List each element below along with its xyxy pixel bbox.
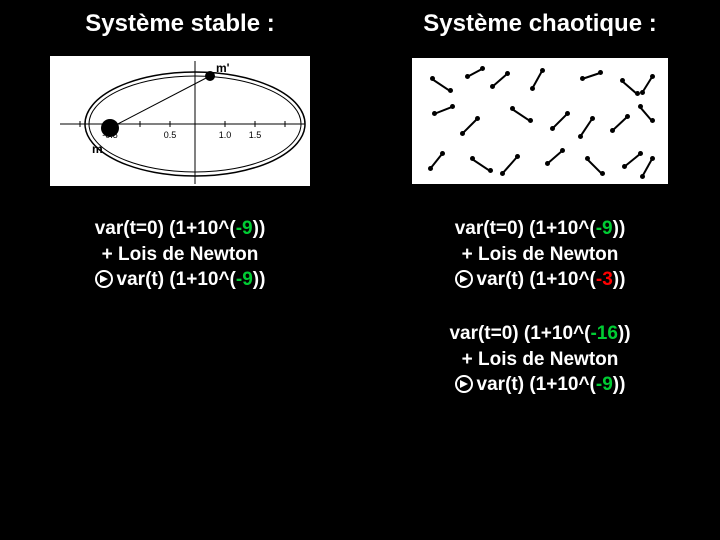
- svg-text:m': m': [216, 61, 230, 75]
- r2-line3: var(t) (1+10^(-9)): [449, 372, 630, 398]
- text: )): [613, 218, 626, 239]
- text: )): [613, 269, 626, 290]
- exponent: -9: [596, 374, 613, 395]
- slide-root: Système stable : -0.5 0.5 1.0 1.5 m m' var(…: [0, 0, 720, 540]
- text: var(t) (1+10^(: [477, 269, 596, 290]
- svg-text:1.0: 1.0: [219, 130, 232, 140]
- exponent: -9: [236, 269, 253, 290]
- r1-line3: var(t) (1+10^(-3)): [455, 267, 626, 293]
- exponent: -3: [596, 269, 613, 290]
- text: var(t) (1+10^(: [117, 269, 236, 290]
- exponent: -9: [236, 218, 253, 239]
- r1-line2: + Lois de Newton: [455, 242, 626, 268]
- left-block-1: var(t=0) (1+10^(-9)) + Lois de Newton va…: [95, 216, 266, 293]
- r1-line1: var(t=0) (1+10^(-9)): [455, 216, 626, 242]
- text: var(t=0) (1+10^(: [449, 323, 590, 344]
- text: var(t=0) (1+10^(: [95, 218, 236, 239]
- orbit-svg: -0.5 0.5 1.0 1.5 m m': [50, 56, 310, 186]
- text: var(t) (1+10^(: [477, 374, 596, 395]
- text: var(t=0) (1+10^(: [455, 218, 596, 239]
- right-title: Système chaotique :: [423, 10, 656, 38]
- right-block-1: var(t=0) (1+10^(-9)) + Lois de Newton va…: [455, 216, 626, 293]
- left-column: Système stable : -0.5 0.5 1.0 1.5 m m' var(…: [20, 10, 360, 520]
- svg-text:0.5: 0.5: [164, 130, 177, 140]
- text: )): [253, 218, 266, 239]
- svg-text:m: m: [92, 142, 103, 156]
- r2-line1: var(t=0) (1+10^(-16)): [449, 321, 630, 347]
- right-column: Système chaotique : var(t=0) (1+10^(-9))…: [360, 10, 700, 520]
- arrow-icon: [95, 270, 113, 288]
- stable-figure: -0.5 0.5 1.0 1.5 m m': [50, 56, 310, 186]
- r2-line2: + Lois de Newton: [449, 347, 630, 373]
- exponent: -9: [596, 218, 613, 239]
- right-block-2: var(t=0) (1+10^(-16)) + Lois de Newton v…: [449, 321, 630, 398]
- l1-line3: var(t) (1+10^(-9)): [95, 267, 266, 293]
- l1-line1: var(t=0) (1+10^(-9)): [95, 216, 266, 242]
- text: )): [613, 374, 626, 395]
- arrow-icon: [455, 375, 473, 393]
- text: )): [618, 323, 631, 344]
- svg-text:1.5: 1.5: [249, 130, 262, 140]
- chaotic-figure: [410, 56, 670, 186]
- text: )): [253, 269, 266, 290]
- arrow-icon: [455, 270, 473, 288]
- l1-line2: + Lois de Newton: [95, 242, 266, 268]
- svg-text:-0.5: -0.5: [102, 130, 118, 140]
- left-title: Système stable :: [85, 10, 274, 38]
- exponent: -16: [590, 323, 617, 344]
